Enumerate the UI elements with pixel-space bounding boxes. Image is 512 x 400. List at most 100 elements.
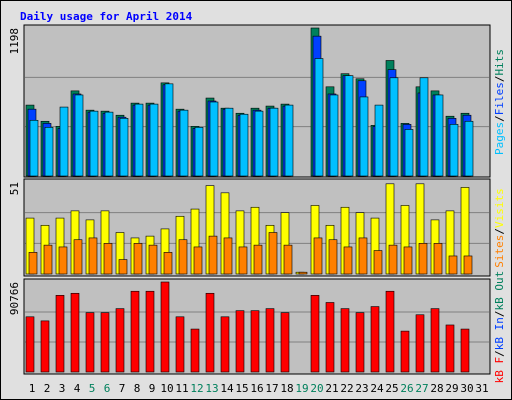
bar bbox=[194, 127, 204, 177]
bar bbox=[25, 316, 35, 373]
bar bbox=[59, 106, 69, 177]
legend: Sites/Visits bbox=[493, 188, 506, 268]
x-tick-label: 13 bbox=[205, 382, 218, 395]
bar bbox=[160, 281, 170, 373]
x-tick-label: 1 bbox=[29, 382, 36, 395]
x-tick-label: 25 bbox=[385, 382, 398, 395]
bar bbox=[419, 77, 429, 177]
bar bbox=[164, 83, 174, 177]
legend-entry: Sites bbox=[493, 235, 506, 268]
bar bbox=[148, 244, 158, 275]
bar bbox=[29, 119, 39, 177]
x-tick-label: 26 bbox=[400, 382, 413, 395]
bar bbox=[325, 302, 335, 373]
bar bbox=[355, 312, 365, 373]
bar bbox=[149, 103, 159, 177]
bar bbox=[193, 246, 203, 275]
bar bbox=[130, 290, 140, 373]
bar bbox=[179, 109, 189, 177]
bar bbox=[359, 96, 369, 177]
x-tick-label: 4 bbox=[74, 382, 81, 395]
x-tick-label: 22 bbox=[340, 382, 353, 395]
bar bbox=[343, 246, 353, 275]
bar bbox=[373, 250, 383, 275]
bar bbox=[400, 330, 410, 373]
legend-separator: / bbox=[493, 115, 506, 122]
x-tick-label: 17 bbox=[265, 382, 278, 395]
bar bbox=[239, 113, 249, 177]
chart-title: Daily usage for April 2014 bbox=[20, 10, 193, 23]
legend-entry: Hits bbox=[493, 49, 506, 76]
x-tick-label: 30 bbox=[460, 382, 473, 395]
legend-separator: / bbox=[493, 76, 506, 83]
bar bbox=[134, 103, 144, 177]
bar bbox=[328, 239, 338, 275]
x-tick-label: 16 bbox=[250, 382, 263, 395]
bar bbox=[254, 110, 264, 177]
bar bbox=[460, 328, 470, 373]
legend: Pages/Files/Hits bbox=[493, 49, 506, 155]
bar bbox=[208, 235, 218, 275]
x-tick-label: 18 bbox=[280, 382, 293, 395]
x-tick-label: 27 bbox=[415, 382, 428, 395]
bar bbox=[280, 312, 290, 373]
bar bbox=[253, 244, 263, 275]
bar bbox=[89, 110, 99, 177]
x-tick-label: 19 bbox=[295, 382, 308, 395]
bar bbox=[73, 239, 83, 275]
bar bbox=[385, 290, 395, 373]
x-tick-label: 6 bbox=[104, 382, 111, 395]
bar bbox=[145, 290, 155, 373]
bar bbox=[403, 246, 413, 275]
legend: kB F/kB In/kB Out bbox=[493, 271, 506, 384]
x-tick-label: 12 bbox=[190, 382, 203, 395]
bar bbox=[28, 252, 38, 275]
bar bbox=[104, 111, 114, 177]
legend-entry: Files bbox=[493, 82, 506, 115]
bar bbox=[88, 237, 98, 275]
bar bbox=[358, 237, 368, 275]
legend-separator: / bbox=[493, 350, 506, 357]
x-tick-label: 8 bbox=[134, 382, 141, 395]
bar bbox=[115, 308, 125, 373]
legend-entry: Visits bbox=[493, 188, 506, 228]
legend-entry: kB F bbox=[493, 357, 506, 384]
bar bbox=[190, 328, 200, 373]
bar bbox=[43, 244, 53, 275]
bar bbox=[58, 246, 68, 275]
legend-entry: Pages bbox=[493, 122, 506, 155]
x-tick-label: 15 bbox=[235, 382, 248, 395]
bar bbox=[238, 246, 248, 275]
bar bbox=[298, 271, 308, 275]
x-tick-label: 20 bbox=[310, 382, 323, 395]
bar bbox=[389, 77, 399, 177]
bar bbox=[205, 292, 215, 373]
bar bbox=[133, 243, 143, 275]
bar bbox=[235, 310, 245, 373]
bar bbox=[74, 94, 84, 177]
x-tick-label: 11 bbox=[175, 382, 188, 395]
bar bbox=[415, 314, 425, 373]
bar bbox=[70, 292, 80, 373]
legend-entry: kB In bbox=[493, 317, 506, 350]
bar bbox=[433, 243, 443, 275]
x-tick-label: 28 bbox=[430, 382, 443, 395]
bar bbox=[310, 295, 320, 373]
bar bbox=[314, 58, 324, 177]
x-tick-label: 24 bbox=[370, 382, 384, 395]
bar bbox=[448, 255, 458, 275]
x-tick-label: 31 bbox=[475, 382, 488, 395]
bar bbox=[269, 107, 279, 177]
bar bbox=[103, 243, 113, 275]
legend-separator: / bbox=[493, 310, 506, 317]
bar bbox=[329, 94, 339, 177]
bar bbox=[434, 94, 444, 177]
x-tick-label: 9 bbox=[149, 382, 156, 395]
bar bbox=[119, 118, 129, 177]
bar bbox=[344, 75, 354, 177]
legend-entry: kB Out bbox=[493, 271, 506, 311]
bar bbox=[55, 295, 65, 373]
bar bbox=[163, 252, 173, 275]
x-tick-label: 3 bbox=[59, 382, 66, 395]
